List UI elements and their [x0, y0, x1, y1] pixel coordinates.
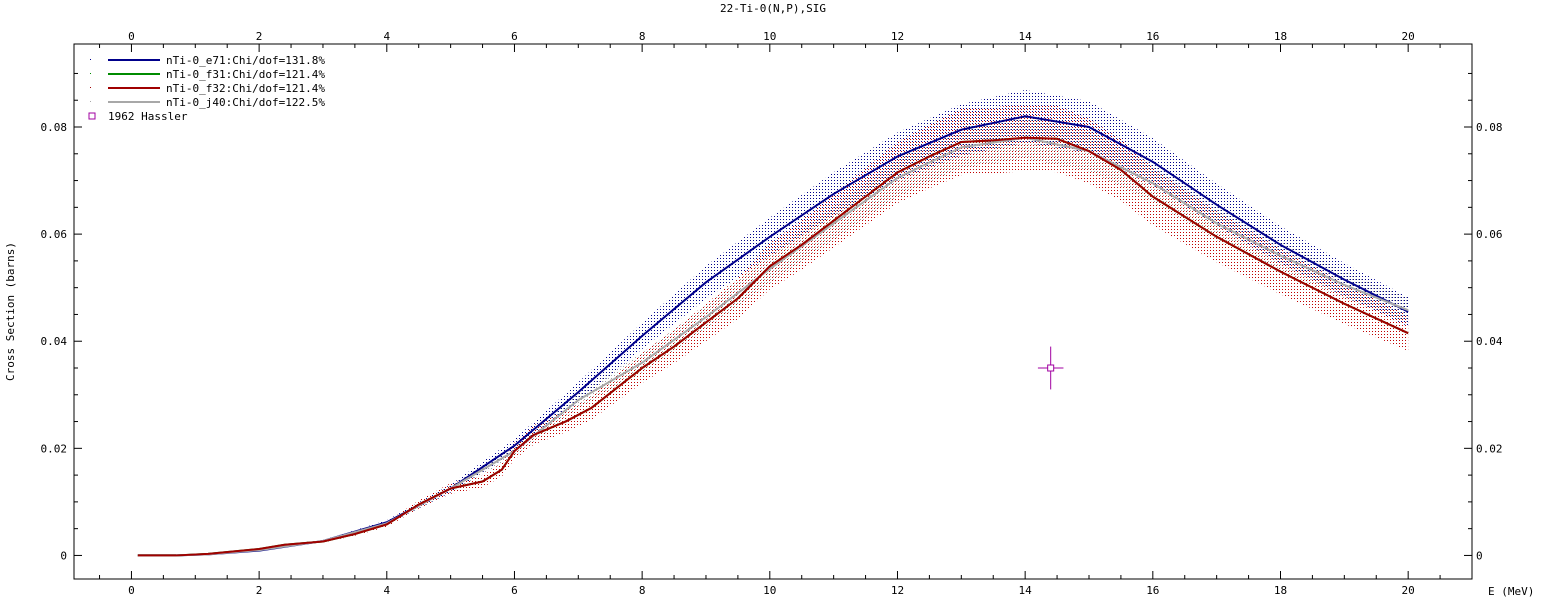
series-lines — [137, 115, 1409, 557]
legend-label-e71: nTi-0_e71:Chi/dof=131.8% — [166, 54, 325, 67]
x-tick-label-bottom: 12 — [891, 584, 904, 597]
y-axis-title: Cross Section (barns) — [4, 242, 17, 381]
uncertainty-band-j40 — [137, 116, 1409, 556]
y-tick-label-left: 0 — [60, 549, 67, 562]
y-tick-label-right: 0 — [1476, 549, 1483, 562]
uncertainty-band-f32 — [137, 104, 1409, 556]
legend-label-exp: 1962 Hassler — [108, 110, 188, 123]
legend-entry-j40: nTi-0_j40:Chi/dof=122.5% — [90, 96, 325, 109]
legend-entry-e71: nTi-0_e71:Chi/dof=131.8% — [90, 54, 325, 67]
x-tick-label-top: 2 — [256, 30, 263, 43]
x-tick-label-top: 20 — [1402, 30, 1415, 43]
x-tick-label-top: 14 — [1019, 30, 1033, 43]
legend: nTi-0_e71:Chi/dof=131.8%nTi-0_f31:Chi/do… — [88, 54, 325, 123]
x-tick-label-top: 16 — [1146, 30, 1159, 43]
x-tick-label-bottom: 6 — [511, 584, 518, 597]
x-tick-label-bottom: 16 — [1146, 584, 1159, 597]
experimental-point-0 — [1037, 346, 1064, 390]
y-tick-label-right: 0.08 — [1476, 121, 1503, 134]
legend-dot-f31 — [90, 73, 91, 74]
legend-entry-exp-0: 1962 Hassler — [88, 110, 188, 123]
x-tick-label-bottom: 4 — [383, 584, 390, 597]
plot-frame — [73, 43, 1473, 580]
x-tick-label-top: 6 — [511, 30, 518, 43]
experimental-points — [1037, 346, 1064, 390]
x-tick-label-bottom: 20 — [1402, 584, 1415, 597]
legend-label-j40: nTi-0_j40:Chi/dof=122.5% — [166, 96, 325, 109]
x-tick-label-top: 8 — [639, 30, 646, 43]
y-tick-label-left: 0.06 — [41, 228, 68, 241]
legend-exp-marker — [88, 112, 96, 120]
x-tick-label-bottom: 8 — [639, 584, 646, 597]
y-tick-label-left: 0.08 — [41, 121, 68, 134]
x-tick-label-top: 12 — [891, 30, 904, 43]
x-tick-label-bottom: 14 — [1019, 584, 1033, 597]
legend-dot-f32 — [90, 87, 91, 88]
axis-labels: 0 0 2 2 4 4 6 6 8 8 10 10 12 12 14 14 16 16 18 18 20 20 0 0 0.02… — [41, 30, 1503, 597]
chart-title: 22-Ti-0(N,P),SIG — [720, 2, 826, 15]
x-tick-label-bottom: 18 — [1274, 584, 1287, 597]
legend-entry-f32: nTi-0_f32:Chi/dof=121.4% — [90, 82, 325, 95]
x-tick-label-top: 0 — [128, 30, 135, 43]
y-tick-label-right: 0.06 — [1476, 228, 1503, 241]
series-line-j40 — [137, 136, 1409, 557]
exp-marker — [1047, 364, 1055, 372]
y-tick-label-left: 0.02 — [41, 442, 68, 455]
plot-border — [73, 43, 1473, 580]
y-tick-label-right: 0.02 — [1476, 442, 1503, 455]
legend-dot-j40 — [90, 101, 91, 102]
x-tick-label-top: 18 — [1274, 30, 1287, 43]
y-tick-label-left: 0.04 — [41, 335, 68, 348]
legend-entry-f31: nTi-0_f31:Chi/dof=121.4% — [90, 68, 325, 81]
series-line-f32 — [137, 136, 1409, 557]
axis-ticks — [74, 44, 1472, 579]
uncertainty-band-e71 — [137, 89, 1409, 556]
legend-label-f32: nTi-0_f32:Chi/dof=121.4% — [166, 82, 325, 95]
x-tick-label-top: 10 — [763, 30, 776, 43]
x-tick-label-bottom: 0 — [128, 584, 135, 597]
x-tick-label-bottom: 10 — [763, 584, 776, 597]
legend-label-f31: nTi-0_f31:Chi/dof=121.4% — [166, 68, 325, 81]
x-tick-label-top: 4 — [383, 30, 390, 43]
legend-dot-e71 — [90, 59, 91, 60]
x-axis-title: E (MeV) — [1488, 585, 1534, 598]
y-tick-label-right: 0.04 — [1476, 335, 1503, 348]
x-tick-label-bottom: 2 — [256, 584, 263, 597]
series-line-e71 — [137, 115, 1409, 557]
uncertainty-bands — [137, 89, 1409, 556]
